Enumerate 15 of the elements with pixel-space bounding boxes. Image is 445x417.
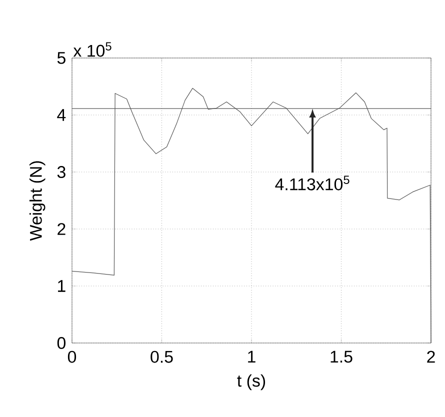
x-tick-label: 1: [248, 350, 256, 362]
text: x 10$^{5}$: [73, 42, 112, 57]
y-axis-title: Weight (N): [29, 161, 46, 241]
y-tick-label: 4: [57, 109, 66, 121]
y-tick-label: 2: [58, 223, 66, 235]
x-tick-label: 0: [68, 350, 76, 363]
x-axis-title: t (s): [237, 374, 266, 390]
y-tick-label: 1: [58, 280, 66, 292]
x-tick-label: 1.5: [330, 350, 352, 363]
x-tick-label: 0.5: [150, 350, 173, 363]
y-tick-label: 5: [57, 52, 66, 64]
annotation: 4.113x10$^{5}$: [275, 176, 350, 190]
y-tick-label: 3: [57, 166, 66, 178]
y-tick-label: 0: [57, 337, 66, 349]
x-tick-label: 2: [427, 350, 435, 363]
